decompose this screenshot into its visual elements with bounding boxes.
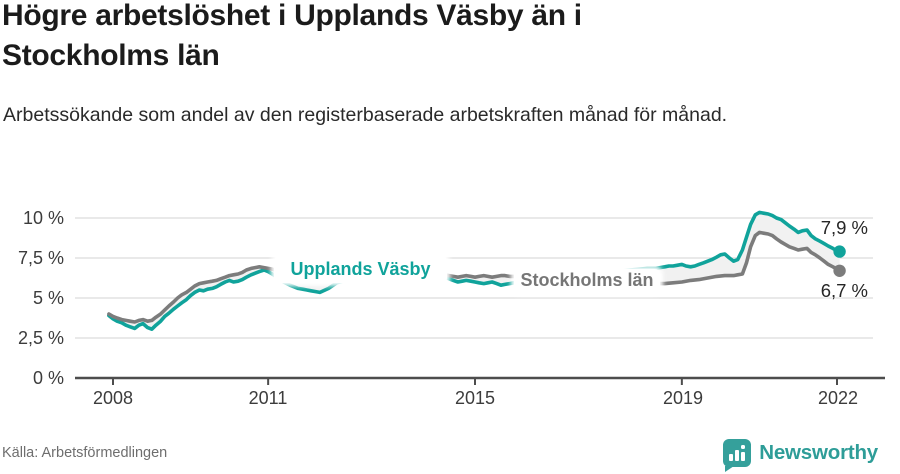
x-tick-2015: 2015	[454, 388, 496, 408]
newsworthy-logo[interactable]: Newsworthy	[723, 439, 878, 472]
end-value-upplands-vasby: 7,9 %	[820, 217, 868, 238]
title-line-1: Högre arbetslöshet i Upplands Väsby än i	[2, 0, 582, 32]
chart-subtitle: Arbetssökande som andel av den registerb…	[3, 104, 728, 126]
source-credit: Källa: Arbetsförmedlingen	[2, 445, 168, 461]
brand-name: Newsworthy	[759, 441, 878, 464]
series-label-upplands-vasby: Upplands Väsby	[274, 256, 447, 283]
bar-chart-speech-bubble-icon	[723, 439, 752, 472]
y-tick-7-5: 7,5 %	[17, 248, 64, 268]
y-tick-5: 5 %	[32, 288, 64, 308]
x-tick-2008: 2008	[92, 388, 134, 408]
series-label-stockholms-lan: Stockholms län	[514, 269, 660, 292]
y-tick-10: 10 %	[22, 208, 64, 228]
y-tick-0: 0 %	[32, 368, 64, 388]
page-title: Högre arbetslöshet i Upplands Väsby än i…	[2, 0, 892, 76]
x-tick-2019: 2019	[662, 388, 704, 408]
title-line-2: Stockholms län	[2, 39, 220, 72]
x-tick-2011: 2011	[248, 388, 288, 408]
end-value-stockholms-lan: 6,7 %	[820, 280, 868, 301]
y-tick-2-5: 2,5 %	[17, 328, 64, 348]
x-tick-2022: 2022	[817, 388, 859, 408]
